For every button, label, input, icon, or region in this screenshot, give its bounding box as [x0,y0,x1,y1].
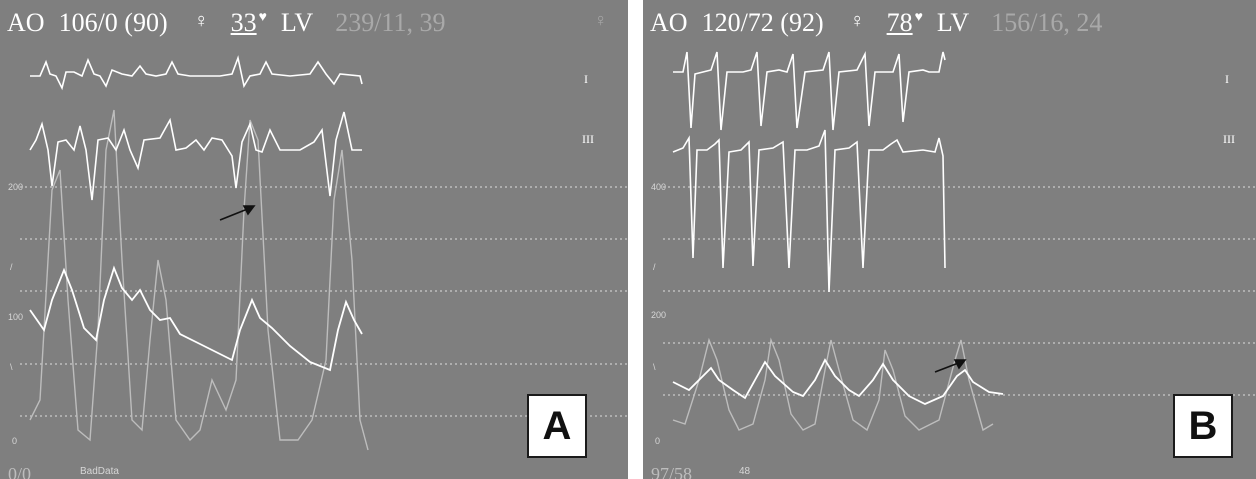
scale-tick: / [653,262,656,272]
heart-icon: ♥ [914,10,923,25]
scale-tick: / [10,262,13,272]
female-icon: ♀ [193,10,209,32]
ecg-lead-i-trace [30,55,363,91]
aortic-pressure-trace [29,265,363,372]
female-icon: ♀ [594,10,608,30]
ao-label: AO [650,8,688,37]
waveform-area-a [20,55,628,451]
heart-icon: ♥ [258,10,267,25]
lv-pressure-value: 239/11, 39 [335,8,446,37]
panel-label-badge: A [527,394,587,458]
heart-rate-value: 33 [230,8,257,37]
ecg-lead-iii-trace [672,129,946,293]
heart-rate-value: 78 [886,8,913,37]
ao-pressure-value: 120/72 (92) [701,8,824,37]
lv-pressure-value: 156/16, 24 [991,8,1103,37]
lv-label: LV [936,8,970,37]
female-icon: ♀ [849,10,865,32]
vitals-header-b: AO 120/72 (92) ♀ 78 ♥ LV 156/16, 24 [650,8,1102,38]
arrow-icon [219,205,256,221]
lv-pressure-trace [29,109,369,451]
footer-pressure: 0/0 [8,464,32,479]
ecg-lead-i-trace [673,50,946,131]
scale-tick: 400 [651,182,667,192]
scale-tick: \ [10,362,13,372]
lv-pressure-trace [672,337,994,432]
ao-pressure-value: 106/0 (90) [58,8,168,37]
lv-label: LV [280,8,314,37]
waveform-area-b [663,50,1256,432]
panel-label-badge: B [1173,394,1233,458]
panel-b: AO 120/72 (92) ♀ 78 ♥ LV 156/16, 24 I III 400 … [643,0,1256,479]
footer-note: 48 [739,466,751,477]
scale-tick: \ [653,362,656,372]
ao-label: AO [7,8,45,37]
scale-tick: 200 [8,182,24,192]
scale-tick: 0 [12,436,18,446]
arrow-icon [934,359,967,373]
aortic-pressure-trace [672,358,1004,405]
scale-tick: 200 [651,310,667,320]
lead-label: III [582,132,594,146]
footer-note: BadData [80,466,119,477]
scale-tick: 100 [8,312,24,322]
panel-a: AO 106/0 (90) ♀ 33 ♥ LV 239/11, 39 ♀ I III 200… [0,0,628,479]
lead-label: I [584,72,588,86]
footer-pressure: 97/58 [651,464,693,479]
ecg-lead-iii-trace [29,111,362,201]
scale-tick: 0 [655,436,661,446]
vitals-header-a: AO 106/0 (90) ♀ 33 ♥ LV 239/11, 39 [7,8,445,38]
lead-label: III [1223,132,1235,146]
lead-label: I [1225,72,1229,86]
